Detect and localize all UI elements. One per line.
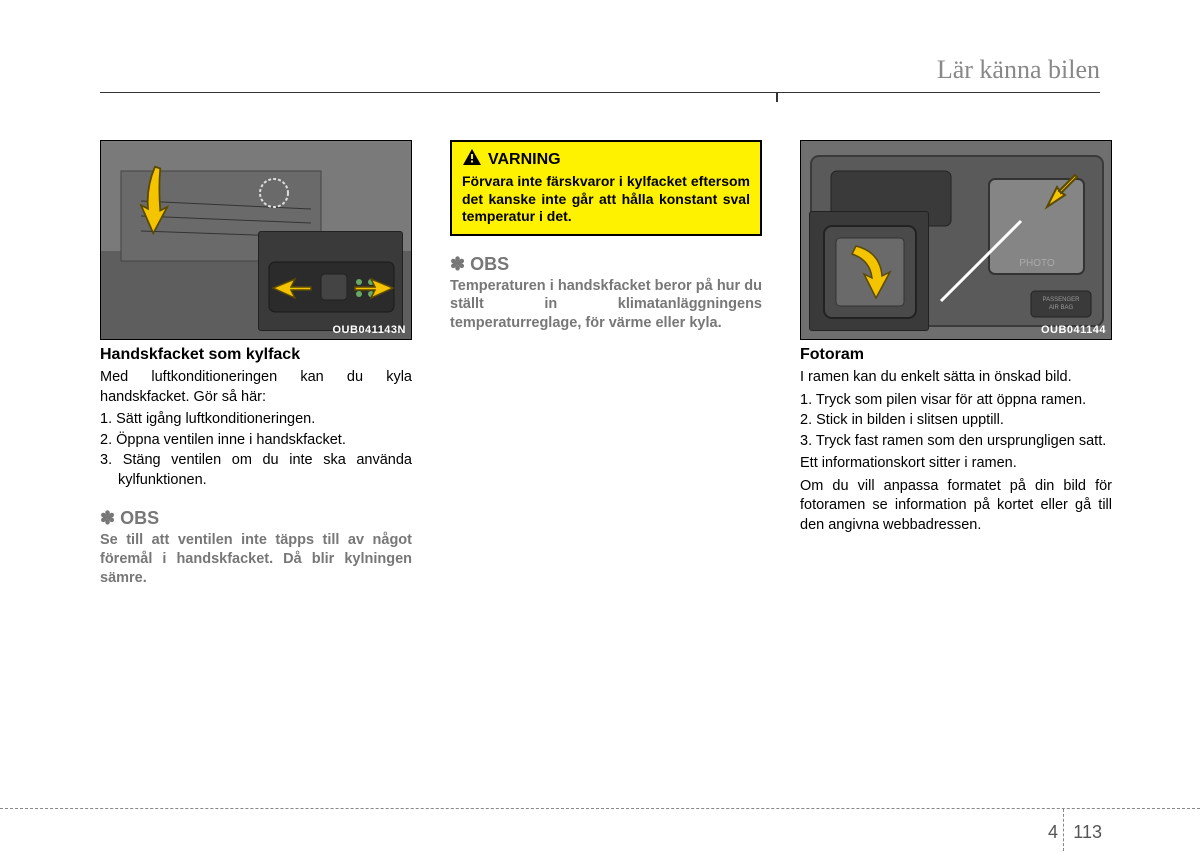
step-3: 3. Stäng ventilen om du inte ska använda… bbox=[100, 451, 412, 490]
column-3: PHOTO PASSENGER AIR BAG bbox=[800, 140, 1112, 588]
step-1: 1. Sätt igång luftkonditioneringen. bbox=[100, 410, 412, 430]
warning-box: VARNING Förvara inte färskvaror i kylfac… bbox=[450, 140, 762, 236]
figure-glovebox: OUB041143N bbox=[100, 140, 412, 340]
svg-text:PASSENGER: PASSENGER bbox=[1043, 297, 1081, 303]
arrow-down-icon bbox=[137, 165, 173, 235]
footer-rule bbox=[0, 808, 1200, 809]
warning-title-row: VARNING bbox=[462, 148, 750, 171]
figure-inset-control bbox=[258, 231, 403, 331]
step3-2: 2. Stick in bilden i slitsen upptill. bbox=[800, 411, 1112, 431]
intro-text: Med luftkonditioneringen kan du kyla han… bbox=[100, 368, 412, 407]
heading-glovebox: Handskfacket som kylfack bbox=[100, 346, 412, 364]
page-number: 113 bbox=[1073, 822, 1102, 843]
section-title: Lär känna bilen bbox=[937, 55, 1100, 85]
outro-2: Om du vill anpassa formatet på din bild … bbox=[800, 477, 1112, 536]
figure-label-2: OUB041144 bbox=[1041, 324, 1106, 336]
svg-text:PHOTO: PHOTO bbox=[1019, 258, 1055, 269]
content-columns: OUB041143N Handskfacket som kylfack Med … bbox=[100, 140, 1100, 588]
step3-1: 1. Tryck som pilen visar för att öppna r… bbox=[800, 391, 1112, 411]
column-1: OUB041143N Handskfacket som kylfack Med … bbox=[100, 140, 412, 588]
obs-title-1: ✽ OBS bbox=[100, 508, 412, 529]
warning-body: Förvara inte färskvaror i kylfacket efte… bbox=[462, 173, 750, 226]
obs-body-1: Se till att ventilen inte täpps till av … bbox=[100, 531, 412, 588]
column-2: VARNING Förvara inte färskvaror i kylfac… bbox=[450, 140, 762, 588]
figure-inset-frame bbox=[809, 211, 929, 331]
warning-title-text: VARNING bbox=[488, 151, 561, 169]
chapter-number: 4 bbox=[1048, 822, 1058, 843]
header-rule bbox=[100, 92, 1100, 93]
outro-1: Ett informationskort sitter i ramen. bbox=[800, 454, 1112, 474]
warning-triangle-icon bbox=[462, 148, 482, 171]
figure-photoframe: PHOTO PASSENGER AIR BAG bbox=[800, 140, 1112, 340]
figure-label: OUB041143N bbox=[333, 324, 407, 336]
footer-tick bbox=[1063, 809, 1064, 851]
header-tick bbox=[776, 92, 778, 102]
step3-3: 3. Tryck fast ramen som den ursprunglige… bbox=[800, 432, 1112, 452]
step-2: 2. Öppna ventilen inne i handskfacket. bbox=[100, 431, 412, 451]
intro-text-3: I ramen kan du enkelt sätta in önskad bi… bbox=[800, 368, 1112, 388]
svg-text:AIR BAG: AIR BAG bbox=[1049, 305, 1074, 311]
arrow-press-icon bbox=[1041, 171, 1081, 216]
heading-photoframe: Fotoram bbox=[800, 346, 1112, 364]
obs-body-2: Temperaturen i handskfacket beror på hur… bbox=[450, 277, 762, 334]
manual-page: Lär känna bilen bbox=[0, 0, 1200, 861]
obs-title-2: ✽ OBS bbox=[450, 254, 762, 275]
